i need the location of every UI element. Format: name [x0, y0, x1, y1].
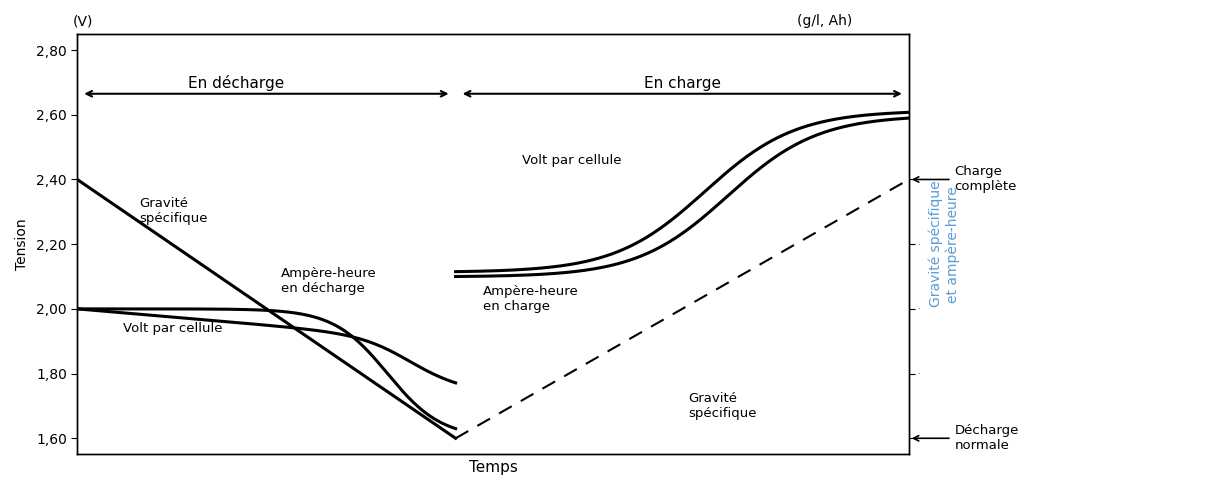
Text: (V): (V) [73, 14, 93, 28]
Text: Volt par cellule: Volt par cellule [522, 153, 621, 167]
Text: Charge
complète: Charge complète [914, 166, 1017, 194]
Text: Ampère-heure
en charge: Ampère-heure en charge [484, 285, 579, 313]
Text: Gravité
spécifique: Gravité spécifique [688, 392, 757, 420]
Text: Ampère-heure
en décharge: Ampère-heure en décharge [280, 267, 377, 295]
Text: Décharge
normale: Décharge normale [914, 424, 1019, 452]
Text: Gravité
spécifique: Gravité spécifique [139, 197, 208, 225]
Text: (g/l, Ah): (g/l, Ah) [797, 14, 852, 28]
Text: Volt par cellule: Volt par cellule [123, 322, 222, 335]
Y-axis label: Tension: Tension [15, 219, 29, 270]
Y-axis label: Gravité spécifique
et ampère-heure: Gravité spécifique et ampère-heure [929, 181, 960, 308]
X-axis label: Temps: Temps [469, 460, 517, 475]
Text: En décharge: En décharge [189, 75, 284, 91]
Text: En charge: En charge [643, 76, 721, 91]
